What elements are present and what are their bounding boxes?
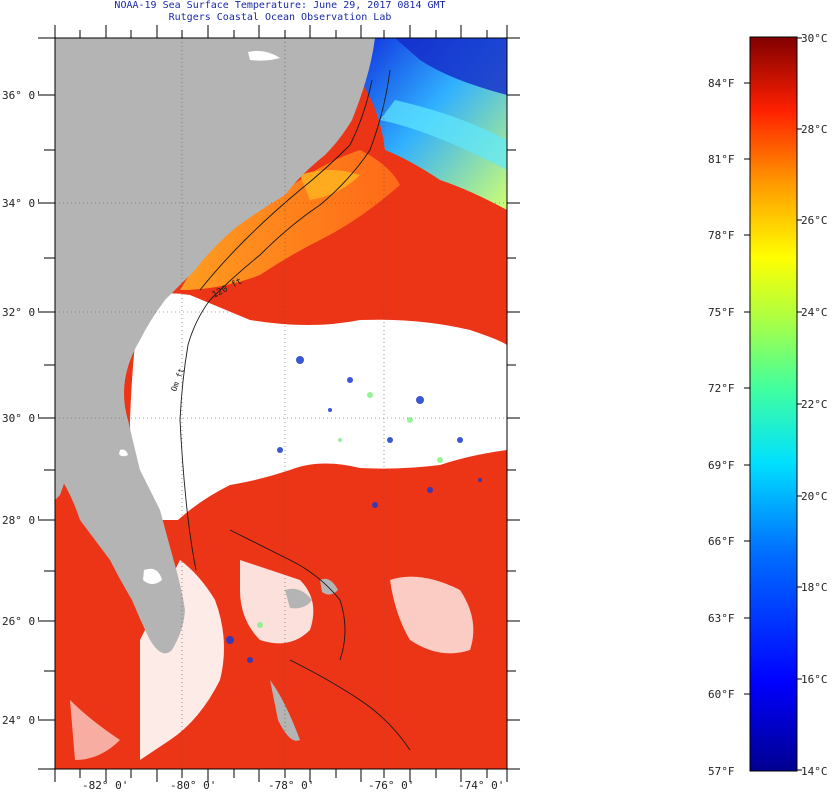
- lat-label: 28° 0': [2, 514, 42, 527]
- lon-label: -76° 0': [368, 779, 414, 792]
- celsius-label: 16°C: [801, 673, 828, 686]
- fahrenheit-label: 66°F: [708, 535, 735, 548]
- celsius-label: 18°C: [801, 581, 828, 594]
- fahrenheit-label: 69°F: [708, 459, 735, 472]
- colorbar: 30°C 28°C 26°C 24°C 22°C 20°C 18°C 16°C …: [708, 32, 828, 778]
- fahrenheit-label: 63°F: [708, 612, 735, 625]
- lat-label: 26° 0': [2, 615, 42, 628]
- fahrenheit-label: 60°F: [708, 688, 735, 701]
- map-frame: [54, 37, 508, 770]
- lon-label: -82° 0': [82, 779, 128, 792]
- celsius-label: 14°C: [801, 765, 828, 778]
- fahrenheit-label: 57°F: [708, 765, 735, 778]
- celsius-label: 30°C: [801, 32, 828, 45]
- fahrenheit-label: 81°F: [708, 153, 735, 166]
- fahrenheit-label: 78°F: [708, 229, 735, 242]
- lon-label: -80° 0': [170, 779, 216, 792]
- lon-label: -74° 0': [458, 779, 504, 792]
- latitude-labels: 36° 0' 34° 0' 32° 0' 30° 0' 28° 0' 26° 0…: [2, 89, 42, 727]
- celsius-label: 22°C: [801, 398, 828, 411]
- longitude-labels: -82° 0' -80° 0' -78° 0' -76° 0' -74° 0': [82, 779, 504, 792]
- map-title: NOAA-19 Sea Surface Temperature: June 29…: [114, 0, 446, 11]
- celsius-label: 20°C: [801, 490, 828, 503]
- fahrenheit-label: 84°F: [708, 77, 735, 90]
- fahrenheit-label: 72°F: [708, 382, 735, 395]
- lat-label: 34° 0': [2, 197, 42, 210]
- celsius-label: 28°C: [801, 123, 828, 136]
- lon-label: -78° 0': [268, 779, 314, 792]
- sst-field: [55, 38, 507, 769]
- map-subtitle: Rutgers Coastal Ocean Observation Lab: [168, 12, 392, 23]
- lat-label: 30° 0': [2, 412, 42, 425]
- colorbar-gradient: [749, 36, 798, 772]
- fahrenheit-label: 75°F: [708, 306, 735, 319]
- lat-label: 36° 0': [2, 89, 42, 102]
- map-ticks: [38, 25, 520, 782]
- celsius-label: 24°C: [801, 306, 828, 319]
- celsius-label: 26°C: [801, 214, 828, 227]
- lat-label: 32° 0': [2, 306, 42, 319]
- lat-label: 24° 0': [2, 714, 42, 727]
